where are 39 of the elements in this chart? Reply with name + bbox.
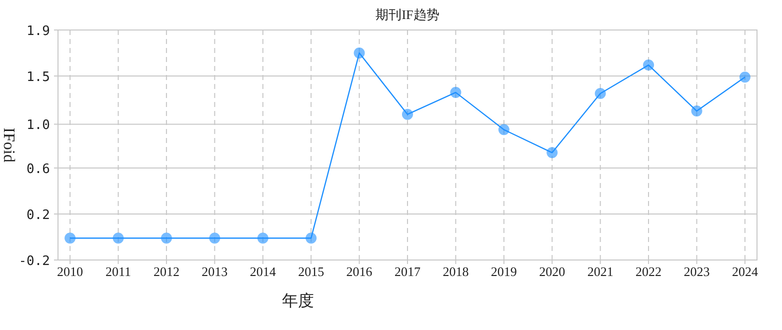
x-tick-label: 2024 [732, 264, 758, 279]
x-tick-label: 2021 [587, 264, 614, 279]
x-tick-label: 2020 [539, 264, 566, 279]
x-tick-label: 2013 [202, 264, 228, 279]
x-tick-label: 2016 [346, 264, 373, 279]
x-tick-label: 2019 [490, 264, 517, 279]
point [450, 86, 462, 98]
point [498, 124, 510, 136]
x-tick-label: 2022 [636, 264, 662, 279]
point [209, 232, 220, 244]
x-tick-label: 2014 [250, 264, 276, 279]
point [354, 48, 365, 58]
x-tick-label: 2011 [105, 264, 132, 279]
point [691, 106, 702, 117]
point [402, 108, 413, 120]
y-axis-title: IFoid [0, 128, 17, 162]
x-tick-label: 2015 [298, 264, 324, 279]
point [739, 72, 750, 83]
point [112, 232, 124, 244]
x-tick-label: 2010 [57, 264, 84, 279]
point [546, 147, 558, 158]
y-tick-label: 1.5 [26, 70, 50, 85]
point [64, 232, 76, 244]
y-tick-label: 0.6 [26, 162, 50, 177]
point [594, 88, 606, 100]
y-tick-label: -0.2 [18, 254, 50, 269]
point [643, 60, 654, 71]
point [160, 232, 172, 244]
x-tick-label: 2017 [394, 264, 421, 279]
x-tick-label: 2018 [442, 264, 469, 279]
y-tick-label: 1.0 [26, 118, 50, 134]
point [257, 232, 268, 244]
y-tick-label: 1.9 [26, 24, 50, 39]
chart-title: 期刊IF趋势 [376, 7, 440, 22]
x-tick-label: 2023 [684, 264, 710, 279]
x-axis-title: 年度 [282, 292, 314, 310]
point [306, 232, 317, 244]
x-tick-label: 2012 [153, 264, 180, 279]
y-tick-label: 0.2 [26, 208, 50, 223]
